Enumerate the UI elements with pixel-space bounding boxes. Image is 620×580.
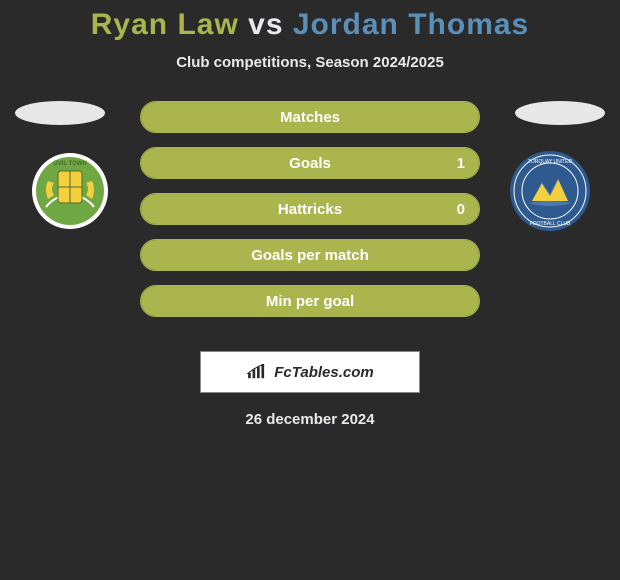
vs-text: vs bbox=[248, 8, 283, 41]
stat-row: Matches bbox=[140, 101, 480, 133]
svg-text:OVIL TOWN: OVIL TOWN bbox=[53, 161, 87, 167]
player1-name: Ryan Law bbox=[91, 8, 239, 41]
stat-label: Goals per match bbox=[141, 247, 479, 264]
yeovil-town-badge-icon: OVIL TOWN bbox=[20, 151, 120, 231]
stat-row: Goals per match bbox=[140, 239, 480, 271]
right-ellipse-decoration bbox=[515, 101, 605, 125]
date-text: 26 december 2024 bbox=[0, 411, 620, 428]
stat-row: Hattricks0 bbox=[140, 193, 480, 225]
stat-label: Hattricks bbox=[141, 201, 479, 218]
club-badge-left: OVIL TOWN bbox=[20, 151, 120, 231]
stat-value-right: 1 bbox=[457, 155, 465, 172]
svg-text:TORQUAY UNITED: TORQUAY UNITED bbox=[528, 159, 573, 165]
comparison-widget: Ryan Law vs Jordan Thomas Club competiti… bbox=[0, 0, 620, 428]
stat-row: Min per goal bbox=[140, 285, 480, 317]
stat-label: Min per goal bbox=[141, 293, 479, 310]
chart-icon bbox=[246, 364, 268, 380]
fctables-logo[interactable]: FcTables.com bbox=[200, 351, 420, 393]
left-ellipse-decoration bbox=[15, 101, 105, 125]
subtitle: Club competitions, Season 2024/2025 bbox=[0, 54, 620, 71]
club-badge-right: TORQUAY UNITED FOOTBALL CLUB bbox=[500, 151, 600, 231]
stat-label: Goals bbox=[141, 155, 479, 172]
torquay-united-badge-icon: TORQUAY UNITED FOOTBALL CLUB bbox=[500, 151, 600, 231]
stats-column: Matches Goals1 Hattricks0 Goals per match Mi… bbox=[140, 101, 480, 331]
player2-name: Jordan Thomas bbox=[293, 8, 529, 41]
page-title: Ryan Law vs Jordan Thomas bbox=[0, 8, 620, 42]
stat-value-right: 0 bbox=[457, 201, 465, 218]
stat-label: Matches bbox=[141, 109, 479, 126]
logo-text: FcTables.com bbox=[274, 364, 373, 381]
main-comparison-area: OVIL TOWN TORQUAY UNITED FOOTBALL CLUB M… bbox=[0, 101, 620, 341]
stat-row: Goals1 bbox=[140, 147, 480, 179]
svg-text:FOOTBALL CLUB: FOOTBALL CLUB bbox=[530, 221, 571, 227]
